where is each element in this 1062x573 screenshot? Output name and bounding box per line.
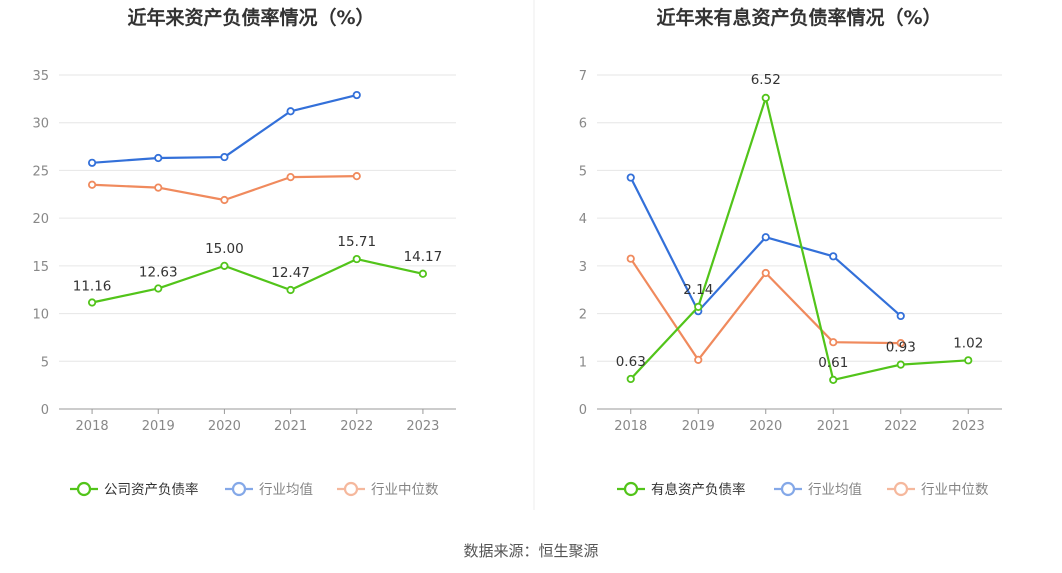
data-point <box>352 172 361 181</box>
data-point <box>220 261 229 270</box>
legend-swatch-marker <box>780 481 796 497</box>
x-tick-label: 2018 <box>614 419 647 434</box>
y-tick-label: 5 <box>41 355 49 370</box>
x-tick-label: 2018 <box>76 419 109 434</box>
legend-swatch-marker <box>893 481 909 497</box>
data-label: 12.63 <box>139 264 178 280</box>
x-tick-label: 2023 <box>952 419 985 434</box>
legend-item[interactable]: 公司资产负债率 <box>70 481 199 498</box>
legend-label: 行业中位数 <box>371 482 439 498</box>
x-tick-label: 2021 <box>817 419 850 434</box>
data-point <box>87 298 97 307</box>
y-tick-label: 0 <box>579 403 587 418</box>
data-point <box>829 252 838 261</box>
chart-panel-interest-bearing: 近年来有息资产负债率情况（%） 0 1 2 3 4 5 6 7 2018 2019 2020 2021 2… <box>579 6 1002 498</box>
data-point <box>352 254 361 264</box>
data-label: 2.14 <box>683 282 713 298</box>
y-tick-label: 25 <box>32 164 49 179</box>
data-point <box>220 152 229 162</box>
chart-title: 近年来有息资产负债率情况（%） <box>656 6 941 29</box>
data-point <box>896 311 905 321</box>
data-point <box>694 355 703 364</box>
data-point <box>352 90 361 100</box>
y-tick-label: 3 <box>579 260 587 275</box>
data-point <box>154 284 163 293</box>
legend-label: 公司资产负债率 <box>104 481 199 498</box>
data-point <box>694 302 703 311</box>
legend-label: 有息资产负债率 <box>651 481 746 498</box>
legend-item[interactable]: 行业均值 <box>774 481 862 498</box>
data-label: 0.61 <box>818 355 848 371</box>
data-point <box>626 173 635 182</box>
legend-label: 行业均值 <box>808 482 862 498</box>
data-label: 0.93 <box>886 340 916 356</box>
x-tick-label: 2021 <box>274 419 307 434</box>
data-label: 15.00 <box>205 241 244 257</box>
x-tick-label: 2022 <box>884 419 917 434</box>
chart-title: 近年来资产负债率情况（%） <box>127 6 374 29</box>
legend-label: 行业均值 <box>259 482 313 498</box>
y-tick-label: 1 <box>579 355 587 370</box>
data-source-note: 数据来源：恒生聚源 <box>463 542 598 560</box>
series-line <box>91 257 424 304</box>
y-tick-label: 15 <box>32 260 49 275</box>
x-tick-label: 2023 <box>406 419 439 434</box>
legend-swatch-marker <box>343 481 359 497</box>
data-point <box>626 254 635 263</box>
y-tick-label: 20 <box>32 212 49 227</box>
x-tick-label: 2020 <box>749 419 782 434</box>
y-tick-label: 6 <box>579 117 587 132</box>
y-tick-label: 10 <box>32 308 49 323</box>
data-point <box>896 339 905 348</box>
data-point <box>761 233 770 242</box>
series-line <box>629 177 902 317</box>
legend-swatch-marker <box>231 481 247 497</box>
series-line <box>629 96 969 381</box>
y-tick-label: 0 <box>41 403 49 418</box>
data-point <box>626 374 635 384</box>
data-label: 12.47 <box>271 265 310 281</box>
legend-item[interactable]: 行业中位数 <box>887 481 989 498</box>
data-point <box>761 268 770 278</box>
y-tick-label: 7 <box>579 69 587 84</box>
x-tick-label: 2020 <box>208 419 241 434</box>
x-tick-label: 2019 <box>142 419 175 434</box>
data-label: 14.17 <box>404 249 443 265</box>
data-point <box>761 93 770 103</box>
data-point <box>418 269 428 278</box>
data-point <box>964 356 973 365</box>
legend-item[interactable]: 行业均值 <box>225 481 313 498</box>
x-tick-label: 2019 <box>682 419 715 434</box>
data-point <box>286 285 295 295</box>
x-tick-label: 2022 <box>340 419 373 434</box>
data-point <box>87 180 97 189</box>
data-point <box>286 107 295 116</box>
legend-label: 行业中位数 <box>921 482 989 498</box>
legend-swatch-marker <box>76 481 92 497</box>
legend-item[interactable]: 行业中位数 <box>337 481 439 498</box>
legend-item[interactable]: 有息资产负债率 <box>617 481 746 498</box>
data-point <box>87 158 97 167</box>
data-point <box>154 153 163 163</box>
data-label: 11.16 <box>73 279 112 295</box>
y-tick-label: 4 <box>579 212 587 227</box>
series-line <box>92 93 358 164</box>
chart-panel-asset-liability: 近年来资产负债率情况（%） 0 5 10 15 20 25 30 35 2018 2019 2020 2… <box>32 6 456 498</box>
y-tick-label: 5 <box>579 164 587 179</box>
data-point <box>286 173 295 182</box>
y-tick-label: 35 <box>32 69 49 84</box>
data-point <box>154 183 163 192</box>
data-label: 1.02 <box>953 335 983 351</box>
data-point <box>896 360 905 369</box>
data-label: 6.52 <box>751 72 781 88</box>
data-point <box>220 195 229 205</box>
legend-swatch-marker <box>623 481 639 497</box>
data-label: 15.71 <box>337 234 376 250</box>
y-tick-label: 30 <box>32 117 49 132</box>
data-point <box>829 375 838 384</box>
data-label: 0.63 <box>616 354 646 370</box>
data-point <box>829 338 838 347</box>
y-tick-label: 2 <box>579 308 587 323</box>
